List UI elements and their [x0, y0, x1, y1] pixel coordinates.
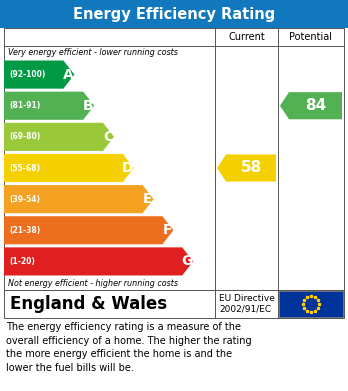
- Text: G: G: [181, 255, 192, 269]
- Text: A: A: [63, 68, 73, 82]
- Text: Very energy efficient - lower running costs: Very energy efficient - lower running co…: [8, 48, 178, 57]
- Text: Not energy efficient - higher running costs: Not energy efficient - higher running co…: [8, 279, 178, 288]
- Polygon shape: [4, 91, 94, 120]
- Text: Energy Efficiency Rating: Energy Efficiency Rating: [73, 7, 275, 22]
- Text: Current: Current: [228, 32, 265, 42]
- Text: (1-20): (1-20): [9, 257, 35, 266]
- Polygon shape: [4, 61, 74, 89]
- Polygon shape: [217, 154, 276, 181]
- Polygon shape: [280, 92, 342, 119]
- Text: C: C: [103, 130, 113, 144]
- Text: D: D: [121, 161, 133, 175]
- Text: (69-80): (69-80): [9, 133, 40, 142]
- Bar: [4, 28, 344, 290]
- Text: Potential: Potential: [290, 32, 332, 42]
- Text: 84: 84: [305, 98, 326, 113]
- Text: EU Directive: EU Directive: [219, 294, 275, 303]
- Text: England & Wales: England & Wales: [10, 295, 167, 313]
- Bar: [279, 291, 343, 317]
- Text: (55-68): (55-68): [9, 163, 40, 172]
- Text: B: B: [82, 99, 93, 113]
- Polygon shape: [4, 248, 193, 276]
- Text: F: F: [163, 223, 172, 237]
- Text: (21-38): (21-38): [9, 226, 40, 235]
- Polygon shape: [4, 185, 153, 213]
- Polygon shape: [4, 123, 114, 151]
- Text: (39-54): (39-54): [9, 195, 40, 204]
- Text: E: E: [143, 192, 153, 206]
- Text: 58: 58: [240, 160, 262, 176]
- Bar: [4, 290, 344, 318]
- Polygon shape: [4, 154, 134, 182]
- Polygon shape: [4, 216, 173, 244]
- Bar: [0, 0, 348, 28]
- Text: (92-100): (92-100): [9, 70, 45, 79]
- Text: The energy efficiency rating is a measure of the
overall efficiency of a home. T: The energy efficiency rating is a measur…: [6, 322, 252, 373]
- Text: 2002/91/EC: 2002/91/EC: [219, 305, 271, 314]
- Text: (81-91): (81-91): [9, 101, 40, 110]
